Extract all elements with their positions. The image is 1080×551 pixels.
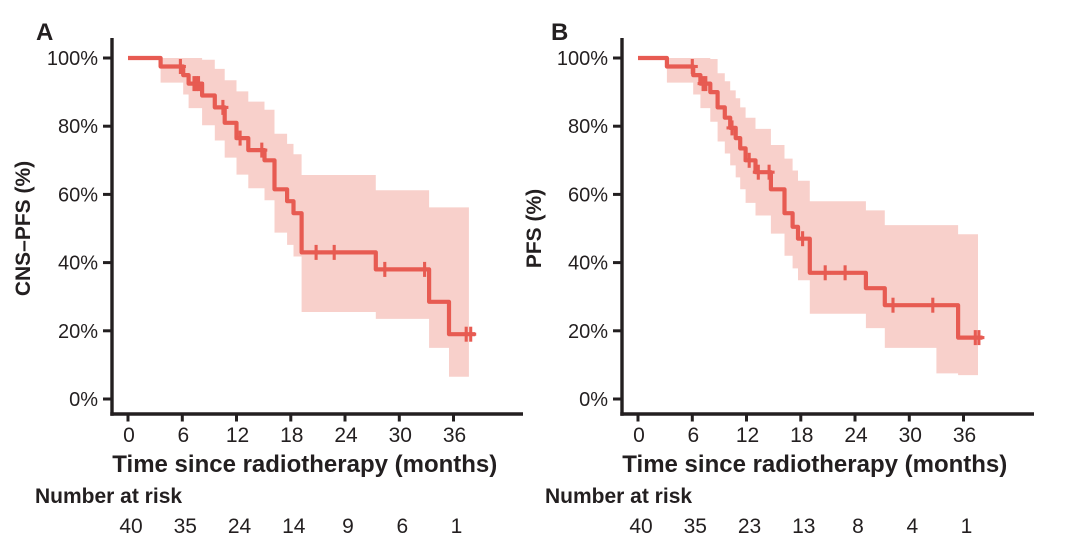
confidence-band-A: [160, 58, 469, 377]
x-axis-label-B: Time since radiotherapy (months): [622, 451, 1007, 478]
x-axis-ticks-B: 0 6 12 18 24 30 36: [633, 414, 976, 447]
risk-numbers-A: 40 35 24 14 9 6 1: [119, 515, 462, 538]
x-tick-label: 6: [177, 424, 189, 447]
y-axis-ticks-A: 100% 80% 60% 40% 20% 0%: [47, 48, 112, 411]
censor-marks-B: [686, 59, 985, 346]
y-tick-label: 100%: [557, 48, 608, 70]
y-tick-label: 100%: [47, 48, 98, 70]
y-tick-label: 40%: [58, 253, 98, 275]
risk-count: 23: [738, 515, 761, 538]
y-tick-label: 60%: [58, 184, 98, 206]
x-tick-label: 30: [389, 424, 412, 447]
risk-count: 40: [119, 515, 142, 538]
y-axis-ticks-B: 100% 80% 60% 40% 20% 0%: [557, 48, 622, 411]
risk-count: 8: [852, 515, 864, 538]
risk-count: 9: [342, 515, 354, 538]
risk-count: 4: [906, 515, 918, 538]
y-tick-label: 80%: [568, 116, 608, 138]
risk-count: 14: [282, 515, 306, 538]
risk-count: 40: [629, 515, 652, 538]
risk-count: 13: [792, 515, 815, 538]
risk-count: 1: [961, 515, 973, 538]
x-tick-label: 18: [790, 424, 813, 447]
axes-B: [620, 38, 1034, 416]
panel-letter-B: B: [551, 19, 568, 46]
risk-count: 6: [396, 515, 408, 538]
x-tick-label: 36: [953, 424, 976, 447]
x-tick-label: 30: [899, 424, 922, 447]
y-tick-label: 20%: [568, 321, 608, 343]
y-axis-label-B: PFS (%): [523, 189, 546, 268]
y-axis-label-A: CNS–PFS (%): [12, 161, 35, 296]
risk-count: 1: [451, 515, 463, 538]
risk-count: 35: [684, 515, 707, 538]
x-tick-label: 12: [226, 424, 249, 447]
risk-table-label-A: Number at risk: [35, 485, 182, 508]
confidence-band-B: [666, 58, 978, 376]
y-tick-label: 0%: [579, 389, 608, 411]
x-tick-label: 0: [633, 424, 645, 447]
x-tick-label: 36: [443, 424, 466, 447]
panel-A: 100% 80% 60% 40% 20% 0% 0 6 12 18 24 30 36 A CNS–PFS (…: [12, 19, 523, 538]
y-tick-label: 80%: [58, 116, 98, 138]
panel-letter-A: A: [36, 19, 53, 46]
y-tick-label: 0%: [69, 389, 98, 411]
risk-table-label-B: Number at risk: [545, 485, 692, 508]
x-axis-ticks-A: 0 6 12 18 24 30 36: [123, 414, 466, 447]
x-tick-label: 24: [334, 424, 358, 447]
y-tick-label: 20%: [58, 321, 98, 343]
x-tick-label: 12: [736, 424, 759, 447]
risk-count: 24: [228, 515, 252, 538]
risk-numbers-B: 40 35 23 13 8 4 1: [629, 515, 972, 538]
x-tick-label: 0: [123, 424, 135, 447]
x-axis-label-A: Time since radiotherapy (months): [112, 451, 497, 478]
x-tick-label: 18: [280, 424, 303, 447]
y-tick-label: 60%: [568, 184, 608, 206]
censor-marks-A: [174, 59, 477, 342]
risk-count: 35: [174, 515, 197, 538]
y-tick-label: 40%: [568, 253, 608, 275]
x-tick-label: 24: [844, 424, 868, 447]
x-tick-label: 6: [687, 424, 699, 447]
